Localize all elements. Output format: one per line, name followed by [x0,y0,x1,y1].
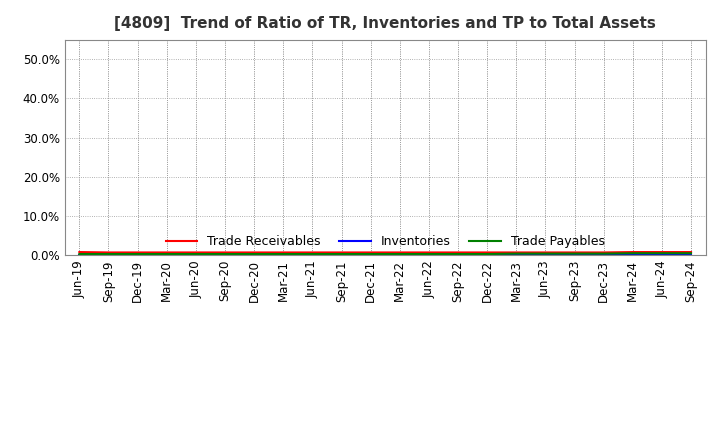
Trade Payables [337,251,346,257]
Trade Payables [75,251,84,257]
Trade Receivables [163,250,171,255]
Trade Receivables [308,250,317,255]
Trade Payables [133,251,142,257]
Inventories [570,252,579,257]
Trade Payables [250,251,258,257]
Trade Receivables [657,249,666,255]
Trade Receivables [337,250,346,255]
Legend: Trade Receivables, Inventories, Trade Payables: Trade Receivables, Inventories, Trade Pa… [161,230,610,253]
Trade Receivables [192,250,200,255]
Trade Receivables [687,249,696,255]
Trade Payables [629,251,637,256]
Trade Receivables [133,250,142,255]
Trade Receivables [279,250,287,255]
Trade Payables [454,251,462,257]
Trade Receivables [570,250,579,255]
Trade Receivables [629,249,637,255]
Trade Receivables [104,250,113,255]
Inventories [425,252,433,257]
Inventories [541,252,550,257]
Inventories [512,252,521,257]
Trade Payables [599,251,608,256]
Inventories [308,252,317,257]
Trade Payables [192,251,200,257]
Trade Receivables [425,250,433,255]
Inventories [279,252,287,257]
Trade Receivables [395,250,404,255]
Inventories [250,252,258,257]
Trade Payables [163,251,171,257]
Inventories [220,252,229,257]
Trade Receivables [483,250,492,255]
Trade Receivables [250,250,258,255]
Title: [4809]  Trend of Ratio of TR, Inventories and TP to Total Assets: [4809] Trend of Ratio of TR, Inventories… [114,16,656,32]
Trade Receivables [454,250,462,255]
Inventories [163,252,171,257]
Inventories [75,252,84,257]
Inventories [104,252,113,257]
Inventories [133,252,142,257]
Trade Receivables [541,250,550,255]
Trade Receivables [599,250,608,255]
Trade Payables [366,251,375,257]
Inventories [192,252,200,257]
Inventories [657,252,666,257]
Trade Payables [541,251,550,256]
Trade Payables [570,251,579,256]
Inventories [599,252,608,257]
Trade Payables [657,251,666,256]
Inventories [395,252,404,257]
Trade Receivables [512,250,521,255]
Trade Payables [308,251,317,257]
Inventories [629,252,637,257]
Trade Payables [104,251,113,257]
Inventories [454,252,462,257]
Trade Payables [483,251,492,257]
Trade Payables [687,251,696,256]
Trade Receivables [220,250,229,255]
Trade Payables [279,251,287,257]
Trade Payables [395,251,404,257]
Trade Receivables [366,250,375,255]
Inventories [483,252,492,257]
Trade Receivables [75,249,84,255]
Inventories [366,252,375,257]
Inventories [337,252,346,257]
Trade Payables [220,251,229,257]
Trade Payables [512,251,521,256]
Trade Payables [425,251,433,257]
Inventories [687,252,696,257]
Line: Trade Payables: Trade Payables [79,253,691,254]
